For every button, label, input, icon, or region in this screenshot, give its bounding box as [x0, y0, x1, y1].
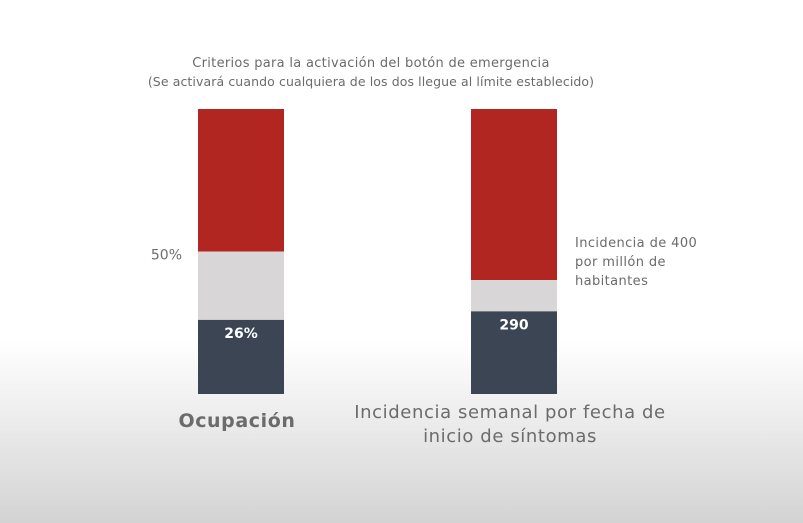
bar-segment-above-threshold-1 — [471, 109, 557, 280]
chart-title: Criterios para la activación del botón d… — [192, 56, 550, 71]
bar-value-label-1: 290 — [499, 317, 528, 333]
threshold-annotation-incidence: Incidencia de 400 por millón de habitant… — [575, 236, 698, 289]
bar-segment-current-0 — [198, 319, 284, 394]
bar-segment-current-1 — [471, 311, 557, 394]
category-label-occupancy: Ocupación — [178, 410, 296, 432]
bar-segment-above-threshold-0 — [198, 109, 284, 252]
category-label-incidence: Incidencia semanal por fecha de inicio d… — [354, 402, 666, 447]
bar-segment-to-threshold-0 — [198, 251, 284, 320]
chart-subtitle: (Se activará cuando cualquiera de los do… — [147, 74, 595, 89]
bar-segment-to-threshold-1 — [471, 280, 557, 312]
bar-value-label-0: 26% — [224, 326, 258, 342]
chart-title-block: Criterios para la activación del botón d… — [0, 56, 742, 89]
threshold-label-occupancy: 50% — [151, 248, 182, 264]
